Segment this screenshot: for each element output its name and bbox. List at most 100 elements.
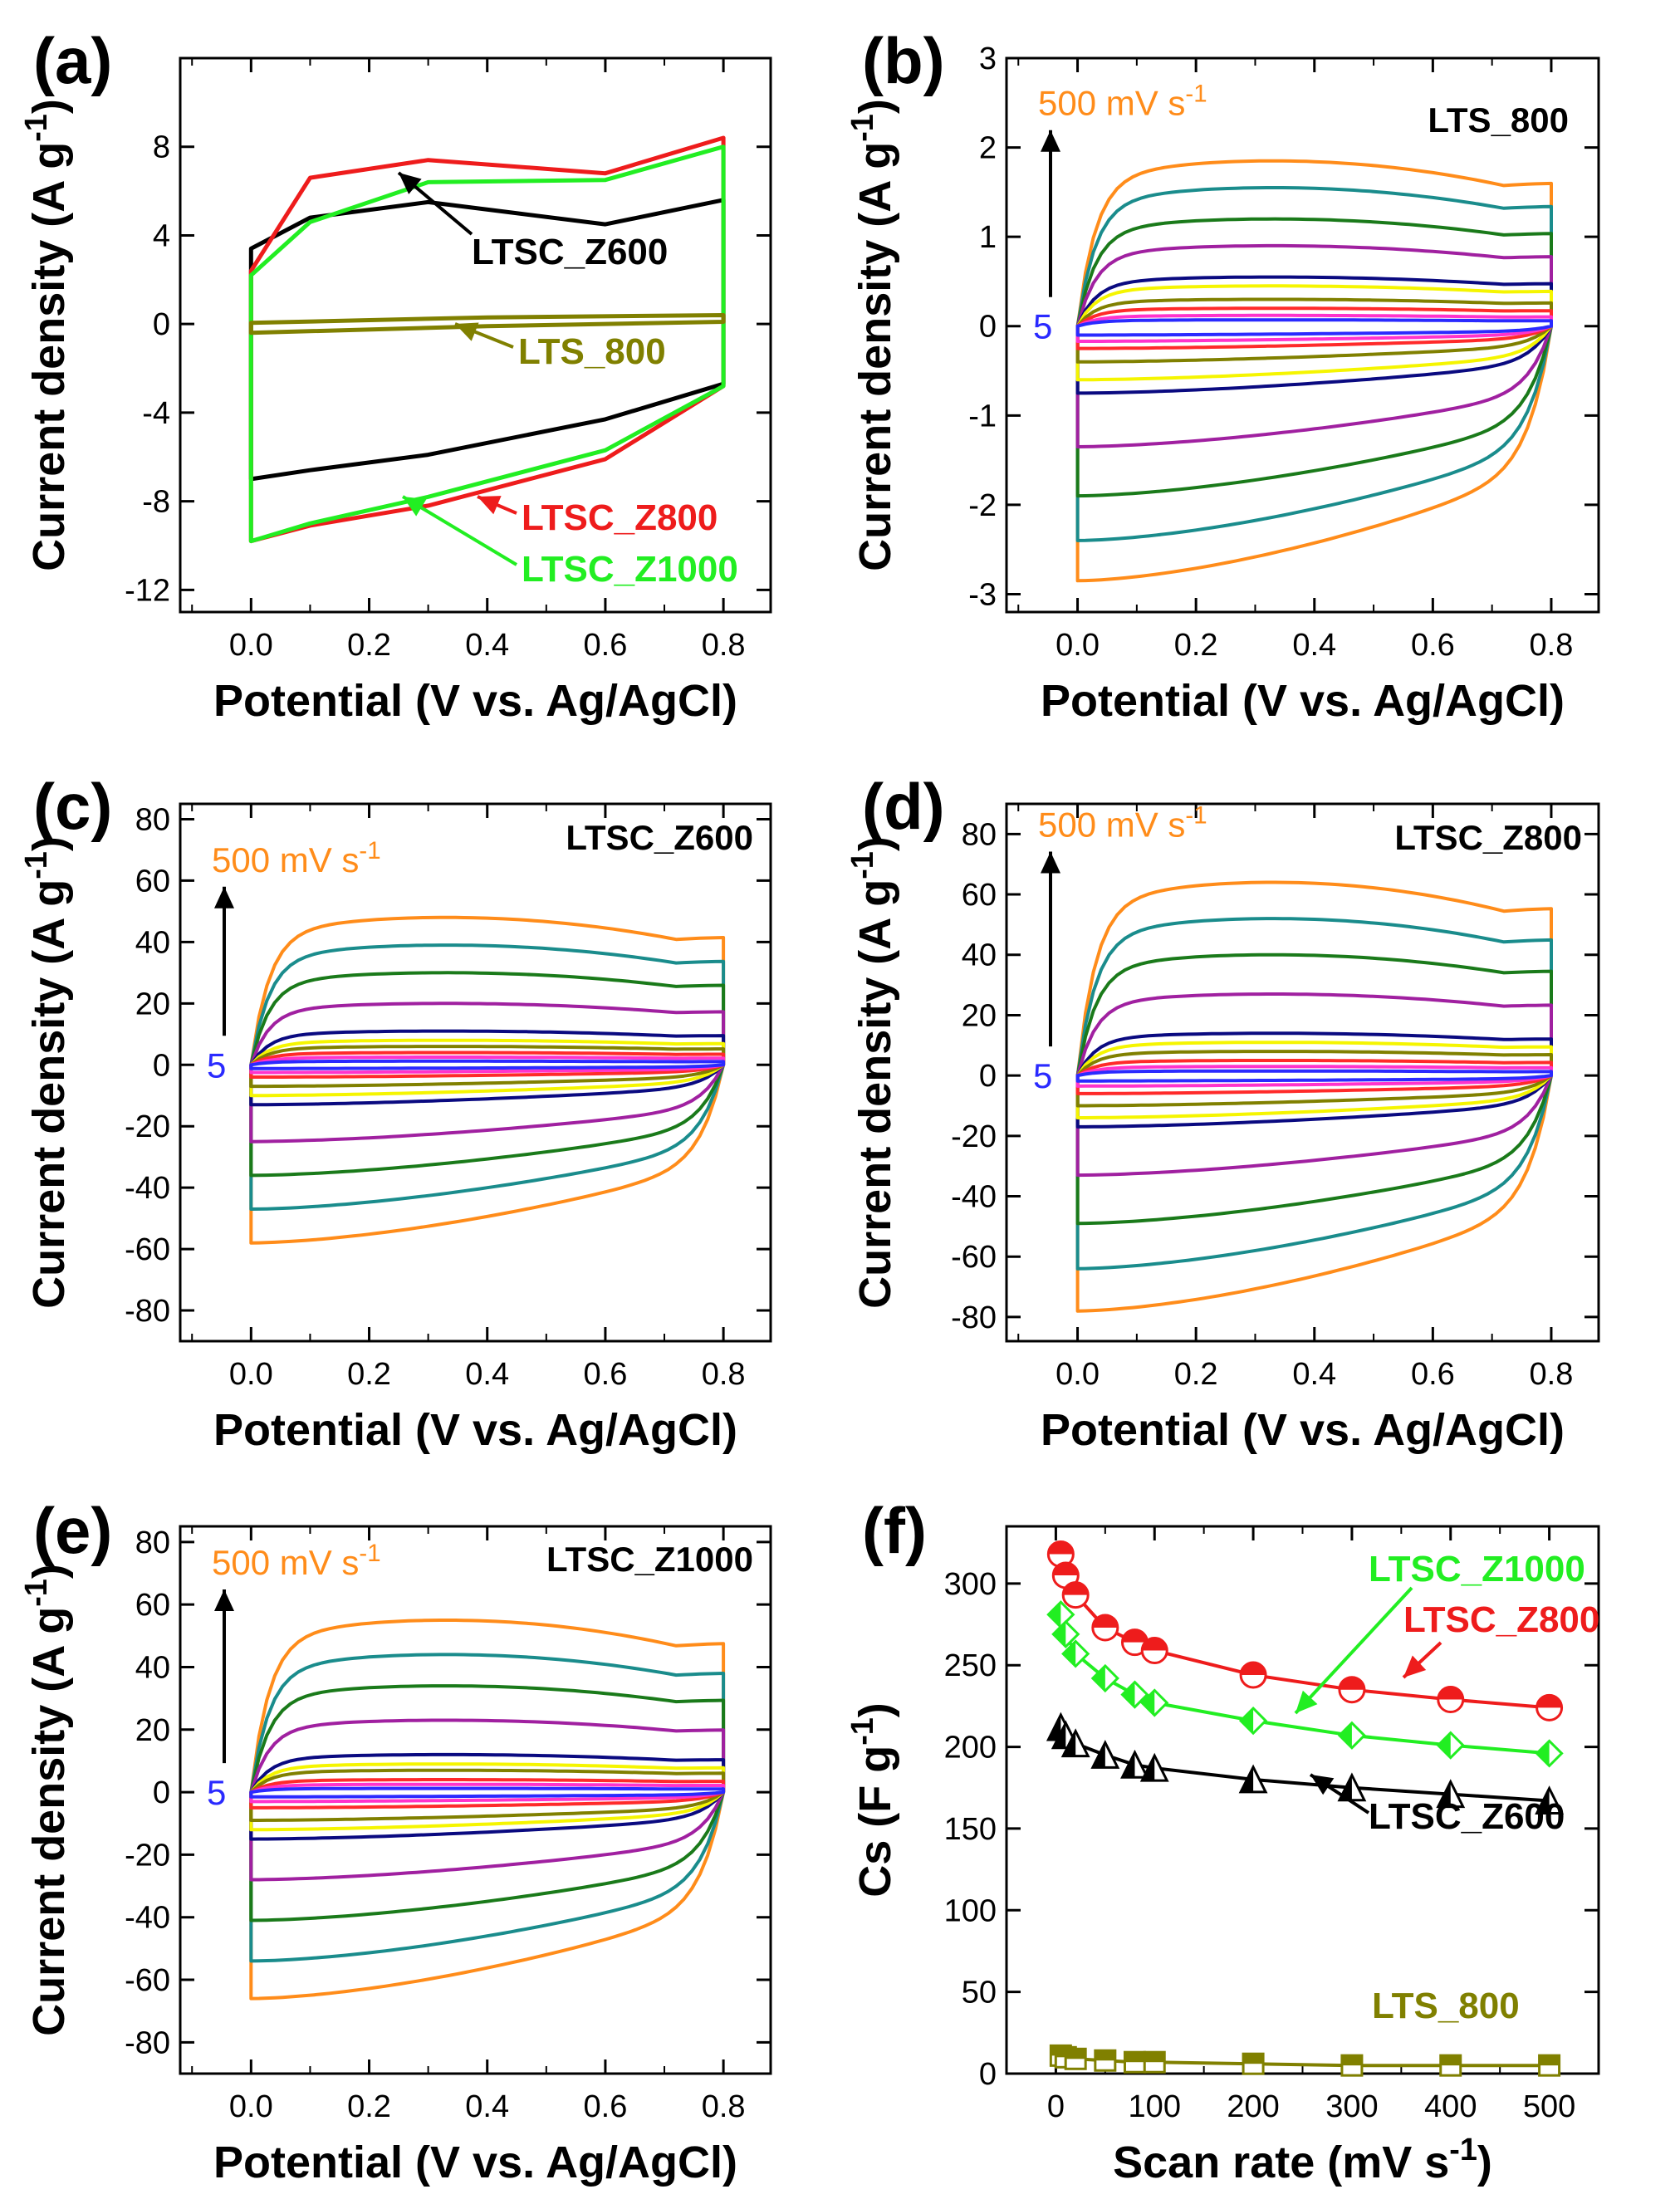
data-point-fill xyxy=(1142,1690,1155,1716)
y-tick-label: 200 xyxy=(944,1731,997,1766)
y-tick-label: 40 xyxy=(962,938,997,973)
y-tick-label: 80 xyxy=(135,802,170,837)
y-tick-label: 2 xyxy=(979,131,997,166)
data-point-fill xyxy=(1438,1781,1451,1807)
y-tick-label: 250 xyxy=(944,1648,997,1683)
x-tick-label: 200 xyxy=(1227,2089,1279,2124)
x-tick-label: 0.8 xyxy=(1530,628,1574,663)
x-tick-label: 0.4 xyxy=(1292,628,1336,663)
data-point-fill xyxy=(1539,2055,1560,2066)
y-tick-label: -60 xyxy=(125,1963,170,1998)
x-tick-label: 0.2 xyxy=(347,2089,391,2124)
series-annotation: LTSC_Z800 xyxy=(1403,1599,1599,1640)
y-tick-label: -12 xyxy=(125,573,170,608)
y-axis-label: Current density (A g-1) xyxy=(19,1564,74,2036)
data-point-fill xyxy=(1339,1677,1364,1690)
x-axis-label: Potential (V vs. Ag/AgCl) xyxy=(213,1405,737,1455)
data-point-fill xyxy=(1092,1742,1105,1768)
x-tick-label: 0 xyxy=(1047,2089,1065,2124)
data-point-fill xyxy=(1048,1714,1061,1740)
x-tick-label: 0.4 xyxy=(1292,1357,1336,1392)
plot-frame xyxy=(1005,1525,1600,2075)
cv-curve-ltsc_z1000 xyxy=(248,144,726,544)
y-tick-label: 80 xyxy=(135,1526,170,1560)
series-annotation: LTSC_Z800 xyxy=(522,497,718,538)
x-tick-label: 0.4 xyxy=(465,628,509,663)
data-point-fill xyxy=(1063,1582,1089,1595)
x-axis-label: Potential (V vs. Ag/AgCl) xyxy=(1041,1405,1565,1455)
data-point-fill xyxy=(1122,1682,1135,1707)
annotation-arrow-head xyxy=(1296,1690,1318,1713)
x-tick-label: 100 xyxy=(1129,2089,1181,2124)
data-point-fill xyxy=(1241,1663,1266,1676)
data-point-fill xyxy=(1095,2050,1115,2061)
plot-frame xyxy=(179,1525,772,2075)
x-tick-label: 0.8 xyxy=(702,2089,746,2124)
data-point-fill xyxy=(1144,2052,1165,2063)
panel-label: (f) xyxy=(862,1494,927,1567)
cv-curve xyxy=(249,1055,726,1075)
series-annotation: LTSC_Z600 xyxy=(1369,1796,1565,1837)
annotation-arrow-head xyxy=(455,322,479,341)
scan-rate-min-label: 5 xyxy=(207,1773,226,1812)
data-point-fill xyxy=(1053,1621,1066,1647)
cv-curve xyxy=(249,915,726,1245)
sample-label: LTS_800 xyxy=(1428,100,1569,140)
annotation-arrow xyxy=(1294,1586,1413,1715)
data-point-fill xyxy=(1063,1731,1076,1756)
annotation-arrow-head xyxy=(1310,1775,1335,1795)
x-tick-label: 0.0 xyxy=(229,1357,273,1392)
annotation-arrow-head xyxy=(1403,1655,1427,1677)
y-tick-label: 0 xyxy=(153,307,170,342)
scan-rate-min-label: 5 xyxy=(1033,307,1052,346)
y-tick-label: 150 xyxy=(944,1812,997,1847)
y-tick-label: 0 xyxy=(979,1059,997,1094)
y-tick-label: 0 xyxy=(979,2057,997,2092)
panel-a: (a) 0.0 0.2 0.4 0.6 0.8 -12 -8 -4 0 4 8 Potential (V… xyxy=(19,24,772,726)
data-point-fill xyxy=(1243,2054,1264,2064)
series-annotation: LTSC_Z1000 xyxy=(1369,1549,1585,1589)
panel-d: (d) 0.0 0.2 0.4 0.6 0.8 -80 -60 -40 -20 0 20 40 60 80 P… xyxy=(845,770,1600,1455)
y-tick-label: 0 xyxy=(153,1048,170,1083)
y-tick-label: -40 xyxy=(951,1180,997,1215)
data-point-fill xyxy=(1241,1708,1254,1734)
x-axis-label: Potential (V vs. Ag/AgCl) xyxy=(213,676,737,726)
panel-e: (e) 0.0 0.2 0.4 0.6 0.8 -80 -60 -40 -20 0 20 40 60 80 P… xyxy=(19,1494,772,2187)
sample-label: LTSC_Z1000 xyxy=(546,1540,753,1579)
data-point-fill xyxy=(1063,1641,1076,1667)
y-tick-label: 60 xyxy=(962,878,997,913)
plot-frame xyxy=(1005,56,1600,614)
y-tick-label: 4 xyxy=(153,218,170,253)
data-point-fill xyxy=(1092,1614,1118,1628)
x-axis-label: Potential (V vs. Ag/AgCl) xyxy=(213,2138,737,2187)
scan-rate-arrow-head xyxy=(1041,851,1060,874)
x-tick-label: 0.2 xyxy=(1174,1357,1218,1392)
y-tick-label: -20 xyxy=(125,1109,170,1144)
scan-rate-arrow-head xyxy=(1041,130,1060,152)
annotation-arrow-head xyxy=(399,173,422,194)
x-tick-label: 300 xyxy=(1325,2089,1378,2124)
panel-label: (c) xyxy=(33,770,112,843)
scan-rate-max-label: 500 mV s-1 xyxy=(212,836,381,879)
y-tick-label: -3 xyxy=(968,577,997,612)
x-tick-label: 500 xyxy=(1523,2089,1575,2124)
x-tick-label: 0.2 xyxy=(347,1357,391,1392)
y-tick-label: -80 xyxy=(125,1294,170,1329)
panel-label: (e) xyxy=(33,1494,112,1567)
x-tick-label: 0.8 xyxy=(702,1357,746,1392)
y-tick-label: -80 xyxy=(125,2025,170,2060)
x-tick-label: 0.4 xyxy=(465,1357,509,1392)
plot-frame xyxy=(179,802,772,1343)
scan-rate-max-label: 500 mV s-1 xyxy=(1038,80,1207,123)
data-point-fill xyxy=(1053,1722,1066,1748)
data-point-fill xyxy=(1124,2052,1145,2063)
x-axis-label: Scan rate (mV s-1) xyxy=(1113,2133,1492,2187)
y-tick-label: -60 xyxy=(951,1240,997,1275)
y-tick-label: 20 xyxy=(962,998,997,1033)
data-point-fill xyxy=(1065,2049,1086,2059)
y-tick-label: -8 xyxy=(142,485,170,520)
data-point-fill xyxy=(1536,1695,1562,1708)
x-tick-label: 400 xyxy=(1424,2089,1477,2124)
y-tick-label: 50 xyxy=(962,1976,997,2010)
x-tick-label: 0.8 xyxy=(1530,1357,1574,1392)
